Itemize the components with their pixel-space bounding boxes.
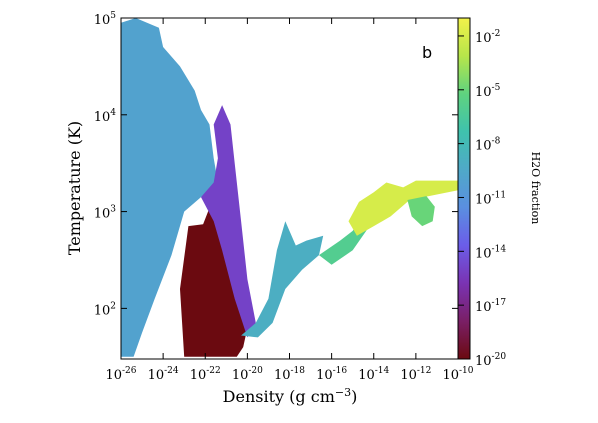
colorbar-tick-label-exponent: -17 xyxy=(492,298,507,308)
colorbar-tick-label-exponent: -2 xyxy=(492,29,501,39)
colorbar-tick-label: 10-5 xyxy=(475,83,501,100)
x-tick-label-exponent: -20 xyxy=(248,366,263,376)
colorbar-fill xyxy=(458,18,470,359)
y-tick-label-exponent: 4 xyxy=(110,108,116,118)
colorbar-tick-label: 10-8 xyxy=(475,137,501,154)
y-tick-label-mantissa: 10 xyxy=(94,110,111,125)
colorbar-tick-label: 10-2 xyxy=(475,29,500,46)
colorbar-tick-label: 10-11 xyxy=(475,190,506,207)
colorbar-tick-label: 10-14 xyxy=(475,244,506,261)
x-axis-label-sup: −3 xyxy=(335,386,351,399)
x-tick-label-mantissa: 10 xyxy=(442,368,459,383)
y-tick-label: 103 xyxy=(94,205,117,222)
y-tick-label: 102 xyxy=(94,301,116,318)
x-axis-label: Density (g cm−3) xyxy=(223,386,358,406)
heatmap-region-hot-core-blob xyxy=(407,196,435,227)
x-axis: 10-26 10-24 10-22 10-20 10-18 10-16 10-14 10-12… xyxy=(105,18,474,383)
y-axis-label: Temperature (K) xyxy=(65,121,84,255)
colorbar-tick-label-exponent: -8 xyxy=(492,137,501,147)
x-tick-label-mantissa: 10 xyxy=(148,368,165,383)
x-tick-label-exponent: -22 xyxy=(206,366,221,376)
colorbar-tick-label-mantissa: 10 xyxy=(475,246,492,261)
colorbar-tick-label-mantissa: 10 xyxy=(475,31,492,46)
x-tick-label-mantissa: 10 xyxy=(274,368,291,383)
heatmap-region-hot-core xyxy=(348,180,458,236)
x-tick-label-exponent: -24 xyxy=(164,366,179,376)
heatmap-region-molecular-ridge xyxy=(201,105,256,338)
colorbar-tick-label-mantissa: 10 xyxy=(475,85,492,100)
y-tick-label: 104 xyxy=(94,108,117,125)
colorbar-tick-label-exponent: -14 xyxy=(492,244,507,254)
y-tick-label: 105 xyxy=(94,11,117,28)
y-tick-label-mantissa: 10 xyxy=(94,207,111,222)
x-tick-label-mantissa: 10 xyxy=(316,368,333,383)
x-tick-label: 10-24 xyxy=(148,366,179,383)
colorbar-tick-label: 10-17 xyxy=(475,298,506,315)
y-tick-label-mantissa: 10 xyxy=(94,13,111,28)
plot-area: 10-26 10-24 10-22 10-20 10-18 10-16 10-14 10-12… xyxy=(94,11,474,383)
x-tick-label: 10-12 xyxy=(400,366,431,383)
y-tick-label-exponent: 2 xyxy=(110,301,116,311)
y-tick-label-exponent: 3 xyxy=(110,205,116,215)
x-tick-label-mantissa: 10 xyxy=(358,368,375,383)
x-tick-label: 10-14 xyxy=(358,366,389,383)
x-tick-label-exponent: -16 xyxy=(333,366,348,376)
panel-label: b xyxy=(422,43,432,62)
x-tick-label-exponent: -12 xyxy=(417,366,432,376)
x-tick-label-mantissa: 10 xyxy=(190,368,207,383)
x-tick-label-exponent: -10 xyxy=(459,366,474,376)
x-tick-label-mantissa: 10 xyxy=(400,368,417,383)
x-tick-label: 10-10 xyxy=(442,366,473,383)
colorbar-tick-label-exponent: -5 xyxy=(492,83,501,93)
heatmap-region-diffuse-warm-gas xyxy=(121,18,218,357)
x-tick-label: 10-16 xyxy=(316,366,347,383)
colorbar-tick-label-mantissa: 10 xyxy=(475,139,492,154)
x-tick-label-mantissa: 10 xyxy=(232,368,249,383)
x-axis-label-main: Density (g cm xyxy=(223,387,335,406)
colorbar-tick-label-mantissa: 10 xyxy=(475,354,492,369)
colorbar-tick-label-exponent: -20 xyxy=(492,352,507,362)
x-tick-label-mantissa: 10 xyxy=(105,368,122,383)
x-tick-label-exponent: -14 xyxy=(375,366,390,376)
x-tick-label-exponent: -18 xyxy=(291,366,306,376)
x-tick-label: 10-26 xyxy=(105,366,136,383)
colorbar-tick-label-mantissa: 10 xyxy=(475,192,492,207)
x-axis-label-close: ) xyxy=(351,387,357,406)
x-tick-label-exponent: -26 xyxy=(122,366,137,376)
colorbar-tick-label-exponent: -11 xyxy=(492,190,507,200)
colorbar-tick-label-mantissa: 10 xyxy=(475,300,492,315)
heatmap-regions xyxy=(121,18,458,357)
colorbar-label: H2O fraction xyxy=(529,152,542,225)
x-tick-label: 10-20 xyxy=(232,366,263,383)
x-tick-label: 10-18 xyxy=(274,366,305,383)
y-tick-label-mantissa: 10 xyxy=(94,303,111,318)
colorbar-tick-label: 10-20 xyxy=(475,352,506,369)
y-tick-label-exponent: 5 xyxy=(110,11,116,21)
heatmap-region-collapse-track xyxy=(241,221,324,338)
x-tick-label: 10-22 xyxy=(190,366,221,383)
